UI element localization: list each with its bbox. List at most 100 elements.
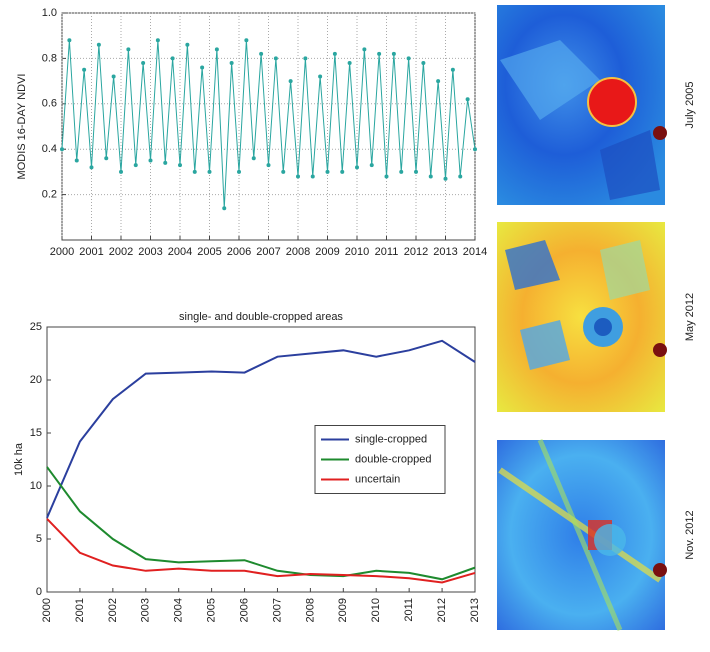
- data-point: [443, 176, 448, 181]
- data-point: [178, 163, 182, 168]
- x-tick-label: 2011: [403, 598, 415, 622]
- x-tick-label: 2004: [168, 246, 192, 258]
- x-tick-label: 2013: [469, 598, 481, 622]
- data-point: [473, 147, 477, 152]
- x-tick-label: 2014: [463, 246, 487, 258]
- x-tick-label: 2007: [271, 598, 283, 622]
- x-tick-label: 2000: [50, 246, 74, 258]
- data-point: [428, 174, 433, 179]
- x-tick-label: 2012: [436, 598, 448, 622]
- y-tick-label: 5: [36, 533, 42, 545]
- data-point: [414, 169, 418, 174]
- x-tick-label: 2011: [375, 246, 399, 258]
- data-point: [273, 56, 278, 61]
- data-point: [259, 51, 264, 56]
- x-tick-label: 2001: [74, 598, 86, 622]
- data-point: [421, 60, 426, 65]
- data-point: [251, 156, 256, 161]
- data-point: [119, 169, 123, 174]
- x-tick-label: 2012: [404, 246, 428, 258]
- data-point: [318, 74, 323, 79]
- data-point: [465, 97, 470, 102]
- y-axis-label: 10k ha: [13, 442, 25, 476]
- data-point: [450, 67, 455, 72]
- y-tick-label: 15: [30, 427, 42, 439]
- data-point: [148, 158, 153, 163]
- data-point: [347, 60, 352, 65]
- data-point: [133, 163, 138, 168]
- data-point: [303, 56, 308, 61]
- data-point: [362, 47, 367, 52]
- data-point: [141, 60, 146, 65]
- satellite-image: [497, 5, 667, 205]
- x-tick-label: 2007: [256, 246, 280, 258]
- x-tick-label: 2009: [315, 246, 339, 258]
- legend-label: single-cropped: [355, 433, 427, 445]
- y-tick-label: 1.0: [42, 7, 57, 19]
- x-tick-label: 2008: [304, 598, 316, 622]
- data-point: [163, 160, 168, 165]
- y-tick-label: 10: [30, 480, 42, 492]
- data-point: [104, 156, 109, 161]
- x-tick-label: 2000: [41, 598, 53, 622]
- data-line: [46, 466, 476, 581]
- data-point: [399, 169, 404, 174]
- data-point: [155, 38, 160, 43]
- data-point: [89, 165, 94, 170]
- y-tick-label: 0.2: [42, 189, 57, 201]
- data-point: [369, 163, 374, 168]
- data-point: [384, 174, 389, 179]
- image-label: July 2005: [684, 81, 696, 128]
- data-line: [46, 518, 476, 584]
- y-tick-label: 0.6: [42, 98, 57, 110]
- data-point: [325, 169, 330, 174]
- data-point: [237, 169, 241, 174]
- x-tick-label: 2010: [345, 246, 369, 258]
- data-point: [391, 51, 396, 56]
- x-tick-label: 2006: [227, 246, 251, 258]
- x-tick-label: 2005: [197, 246, 221, 258]
- satellite-image: [497, 222, 667, 412]
- data-point: [170, 56, 175, 61]
- data-point: [200, 65, 205, 70]
- y-tick-label: 0.4: [42, 143, 57, 155]
- x-tick-label: 2002: [109, 246, 133, 258]
- data-point: [96, 42, 101, 47]
- data-point: [185, 42, 190, 47]
- data-point: [310, 174, 315, 179]
- legend-label: uncertain: [355, 473, 400, 485]
- data-point: [82, 67, 87, 72]
- x-tick-label: 2008: [286, 246, 310, 258]
- data-point: [111, 74, 116, 79]
- x-tick-label: 2003: [138, 246, 162, 258]
- y-tick-label: 20: [30, 374, 42, 386]
- data-point: [214, 47, 219, 52]
- data-point: [436, 79, 441, 84]
- x-tick-label: 2006: [238, 598, 250, 622]
- data-point: [244, 38, 249, 43]
- x-tick-label: 2002: [107, 598, 119, 622]
- data-point: [296, 174, 300, 179]
- data-point: [355, 165, 359, 170]
- data-point: [281, 169, 286, 174]
- image-label: Nov. 2012: [684, 510, 696, 559]
- data-point: [60, 147, 64, 152]
- data-point: [67, 38, 72, 43]
- data-point: [222, 206, 227, 211]
- x-tick-label: 2013: [433, 246, 457, 258]
- data-point: [458, 174, 463, 179]
- data-point: [332, 51, 337, 56]
- legend-label: double-cropped: [355, 453, 431, 465]
- data-point: [266, 163, 271, 168]
- x-tick-label: 2003: [140, 598, 152, 622]
- image-label: May 2012: [684, 293, 696, 341]
- data-point: [340, 169, 345, 174]
- x-tick-label: 2009: [337, 598, 349, 622]
- data-point: [229, 60, 234, 65]
- data-point: [377, 51, 382, 56]
- data-line: [46, 339, 476, 519]
- x-tick-label: 2004: [173, 598, 185, 622]
- y-tick-label: 0: [36, 586, 42, 598]
- y-tick-label: 25: [30, 321, 42, 333]
